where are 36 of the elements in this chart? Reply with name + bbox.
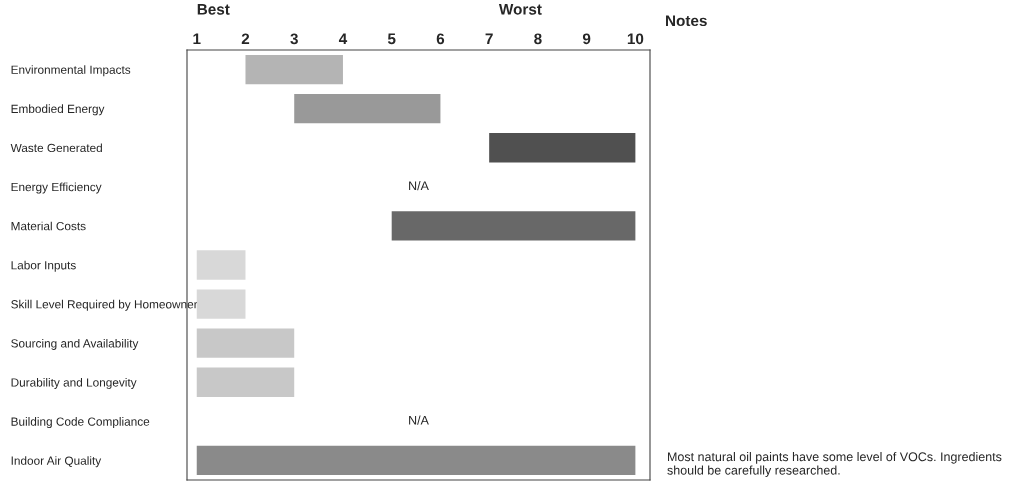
bar: [489, 133, 636, 163]
x-tick-label: 5: [387, 33, 396, 45]
x-tick-label: 2: [241, 33, 250, 45]
y-tick-label: Skill Level Required by Homeowner: [11, 299, 198, 311]
x-tick-label: 8: [534, 33, 542, 45]
bar: [196, 328, 295, 358]
bar: [245, 54, 343, 85]
x-tick-label: 3: [290, 33, 298, 45]
y-tick-label: Energy Efficiency: [11, 182, 102, 194]
y-tick-label: Durability and Longevity: [11, 378, 137, 389]
bar: [196, 289, 246, 319]
y-tick-label: Sourcing and Availability: [11, 338, 139, 350]
x-tick-label: 7: [485, 33, 493, 45]
y-tick-label: Embodied Energy: [11, 104, 105, 116]
y-tick-label: Waste Generated: [10, 143, 102, 153]
text: Most natural oil paints have some level of VOCs. Ingredients should be carefully researched.: [667, 452, 1002, 478]
x-tick-label: 10: [627, 33, 644, 45]
text: Worst: [498, 4, 542, 15]
text: Best: [197, 4, 230, 15]
x-tick-label: 4: [338, 33, 348, 45]
y-tick-label: Indoor Air Quality: [11, 456, 102, 468]
y-tick-label: Building Code Compliance: [11, 417, 150, 429]
y-tick-label: Material Costs: [11, 221, 86, 231]
y-tick-label: Environmental Impacts: [11, 65, 131, 77]
x-tick-label: 9: [582, 33, 591, 45]
y-tick-label: Labor Inputs: [11, 260, 76, 272]
x-tick-label: 6: [436, 33, 445, 45]
bar: [294, 93, 441, 124]
text: N/A: [409, 180, 429, 191]
text: N/A: [409, 415, 429, 425]
x-tick-label: 1: [193, 33, 201, 45]
bar: [196, 367, 295, 397]
bar: [196, 445, 636, 476]
text: Notes: [666, 15, 707, 27]
bar: [391, 211, 636, 241]
bar: [196, 250, 246, 280]
